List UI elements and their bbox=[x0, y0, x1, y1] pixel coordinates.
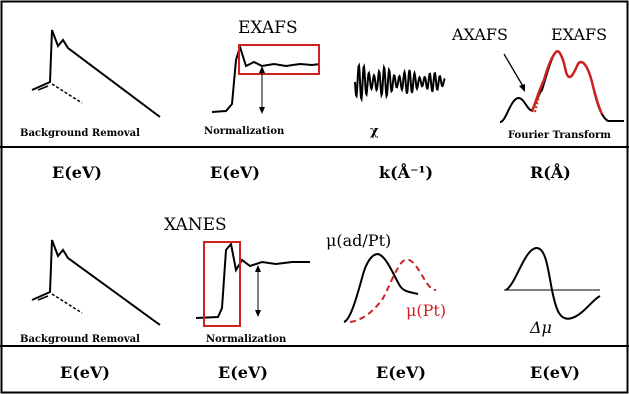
row1-background-removal-plot bbox=[31, 29, 161, 118]
row2-caption-normalization: Normalization bbox=[206, 334, 287, 345]
xanes-region-box bbox=[203, 241, 241, 327]
exafs-region-box bbox=[238, 44, 320, 75]
row1-axis-energy-2: E(eV) bbox=[210, 163, 260, 182]
row2-mu-comparison-plot bbox=[343, 252, 437, 323]
row2-axis-energy-3: E(eV) bbox=[376, 363, 426, 382]
row1-caption-fourier-transform: Fourier Transform bbox=[508, 130, 611, 141]
row1-caption-chi: χ bbox=[370, 124, 379, 139]
row1-normalization-plot bbox=[211, 43, 321, 114]
row2-normalization-plot bbox=[195, 241, 310, 327]
row1-caption-background-removal: Background Removal bbox=[20, 128, 140, 139]
row1-chi-plot bbox=[354, 62, 446, 103]
axafs-label: AXAFS bbox=[451, 25, 508, 44]
xanes-label: XANES bbox=[164, 215, 227, 235]
row1-fourier-transform-plot bbox=[499, 50, 624, 123]
delta-mu-label: Δμ bbox=[529, 318, 552, 337]
row2-background-removal-plot bbox=[31, 239, 161, 326]
row2-delta-mu-plot bbox=[504, 247, 601, 320]
row1-axis-energy-1: E(eV) bbox=[52, 163, 102, 182]
row1-axis-r: R(Å) bbox=[530, 161, 571, 182]
row2-axis-energy-2: E(eV) bbox=[218, 363, 268, 382]
row2-axis-energy-4: E(eV) bbox=[530, 363, 580, 382]
row1-axis-k: k(Å⁻¹) bbox=[379, 161, 433, 182]
mu-pt-label: μ(Pt) bbox=[406, 301, 446, 320]
exafs-peak-label: EXAFS bbox=[551, 25, 607, 44]
row2-axis-energy-1: E(eV) bbox=[60, 363, 110, 382]
exafs-label: EXAFS bbox=[238, 18, 298, 38]
row1-caption-normalization: Normalization bbox=[204, 126, 285, 137]
row2-caption-background-removal: Background Removal bbox=[20, 334, 140, 345]
mu-ad-pt-label: μ(ad/Pt) bbox=[326, 231, 391, 250]
